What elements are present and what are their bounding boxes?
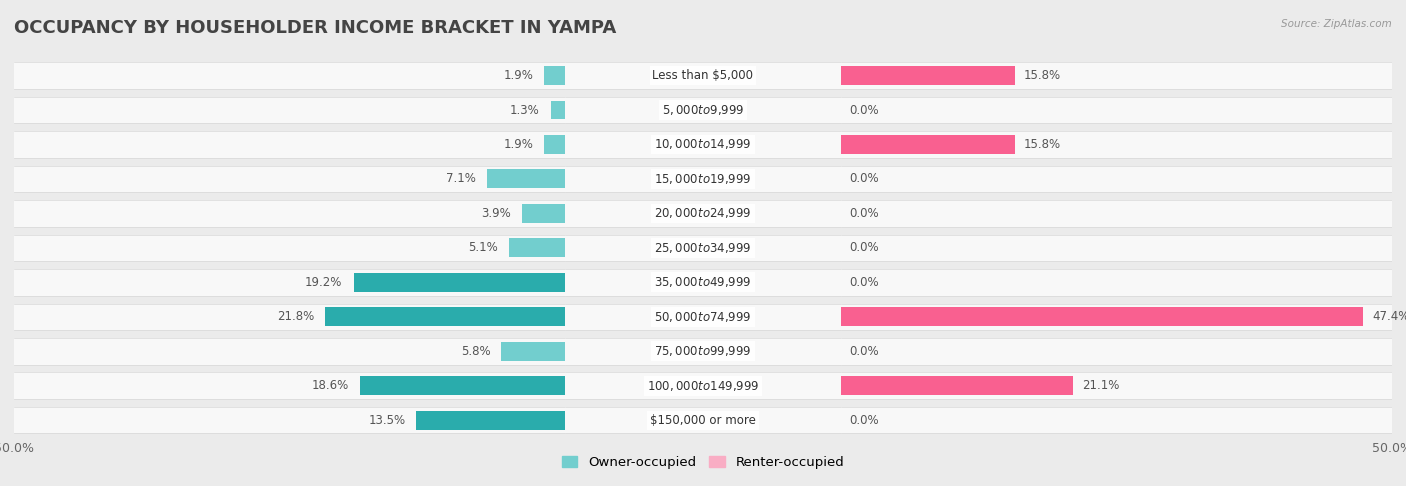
Text: 0.0%: 0.0% (849, 276, 879, 289)
Bar (509, 239, 565, 258)
Bar (14, 97, 565, 123)
Bar (551, 101, 565, 120)
Text: 21.8%: 21.8% (277, 310, 314, 323)
Text: $10,000 to $14,999: $10,000 to $14,999 (654, 138, 752, 152)
Text: 1.3%: 1.3% (510, 104, 540, 117)
Bar (502, 342, 565, 361)
Bar (841, 338, 1392, 364)
Bar (14, 200, 565, 226)
Text: 47.4%: 47.4% (1372, 310, 1406, 323)
Bar (841, 62, 1392, 89)
Bar (565, 269, 841, 295)
Bar (14, 407, 565, 434)
Bar (841, 269, 1392, 295)
Text: 0.0%: 0.0% (849, 173, 879, 186)
Bar (565, 372, 841, 399)
Bar (14, 372, 565, 399)
Bar (841, 166, 1392, 192)
Text: $15,000 to $19,999: $15,000 to $19,999 (654, 172, 752, 186)
Bar (841, 131, 1392, 158)
Text: 5.1%: 5.1% (468, 242, 498, 254)
Text: $25,000 to $34,999: $25,000 to $34,999 (654, 241, 752, 255)
Bar (486, 170, 565, 189)
Legend: Owner-occupied, Renter-occupied: Owner-occupied, Renter-occupied (557, 451, 849, 474)
Text: Less than $5,000: Less than $5,000 (652, 69, 754, 82)
Bar (565, 235, 841, 261)
Bar (14, 269, 565, 295)
Bar (565, 304, 841, 330)
Bar (841, 372, 1392, 399)
Bar (14, 62, 565, 89)
Bar (14, 235, 565, 261)
Bar (841, 66, 1015, 85)
Bar (544, 135, 565, 154)
Bar (14, 166, 565, 192)
Text: 0.0%: 0.0% (849, 207, 879, 220)
Bar (565, 200, 841, 226)
Text: 13.5%: 13.5% (368, 414, 405, 427)
Bar (841, 304, 1392, 330)
Bar (14, 131, 565, 158)
Text: 0.0%: 0.0% (849, 242, 879, 254)
Text: $100,000 to $149,999: $100,000 to $149,999 (647, 379, 759, 393)
Bar (544, 66, 565, 85)
Text: 0.0%: 0.0% (849, 345, 879, 358)
Bar (360, 376, 565, 395)
Bar (522, 204, 565, 223)
Text: 1.9%: 1.9% (503, 138, 533, 151)
Text: $75,000 to $99,999: $75,000 to $99,999 (654, 344, 752, 358)
Text: 7.1%: 7.1% (446, 173, 475, 186)
Bar (841, 235, 1392, 261)
Text: 19.2%: 19.2% (305, 276, 343, 289)
Text: Source: ZipAtlas.com: Source: ZipAtlas.com (1281, 19, 1392, 30)
Bar (841, 200, 1392, 226)
Bar (353, 273, 565, 292)
Bar (841, 97, 1392, 123)
Text: OCCUPANCY BY HOUSEHOLDER INCOME BRACKET IN YAMPA: OCCUPANCY BY HOUSEHOLDER INCOME BRACKET … (14, 19, 616, 37)
Text: $20,000 to $24,999: $20,000 to $24,999 (654, 207, 752, 220)
Text: 21.1%: 21.1% (1083, 379, 1119, 392)
Bar (565, 97, 841, 123)
Text: 1.9%: 1.9% (503, 69, 533, 82)
Bar (565, 338, 841, 364)
Bar (565, 166, 841, 192)
Bar (565, 62, 841, 89)
Text: $5,000 to $9,999: $5,000 to $9,999 (662, 103, 744, 117)
Bar (841, 407, 1392, 434)
Bar (325, 307, 565, 326)
Text: 3.9%: 3.9% (481, 207, 512, 220)
Bar (416, 411, 565, 430)
Bar (841, 135, 1015, 154)
Text: 18.6%: 18.6% (312, 379, 349, 392)
Text: $35,000 to $49,999: $35,000 to $49,999 (654, 276, 752, 289)
Text: 0.0%: 0.0% (849, 414, 879, 427)
Text: $150,000 or more: $150,000 or more (650, 414, 756, 427)
Bar (841, 307, 1364, 326)
Bar (14, 304, 565, 330)
Text: 15.8%: 15.8% (1024, 69, 1062, 82)
Text: 15.8%: 15.8% (1024, 138, 1062, 151)
Text: 5.8%: 5.8% (461, 345, 491, 358)
Text: 0.0%: 0.0% (849, 104, 879, 117)
Text: $50,000 to $74,999: $50,000 to $74,999 (654, 310, 752, 324)
Bar (841, 376, 1073, 395)
Bar (565, 407, 841, 434)
Bar (14, 338, 565, 364)
Bar (565, 131, 841, 158)
